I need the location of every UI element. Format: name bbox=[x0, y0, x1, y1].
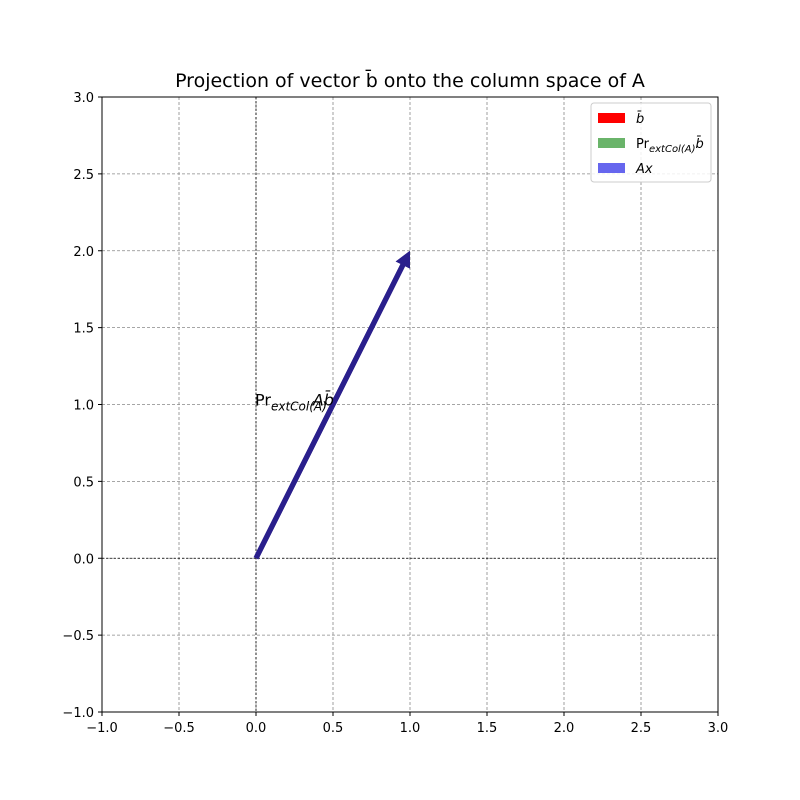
x-tick-label: 1.0 bbox=[400, 721, 421, 736]
x-tick-label: 2.5 bbox=[631, 721, 652, 736]
x-tick-label: 3.0 bbox=[708, 721, 729, 736]
annotation-tail: Ab̄ bbox=[312, 391, 334, 410]
vectors bbox=[253, 250, 410, 560]
x-tick-label: −1.0 bbox=[86, 721, 118, 736]
legend-label-main: Ax bbox=[635, 162, 653, 177]
x-tick-label: 0.5 bbox=[323, 721, 344, 736]
grid bbox=[101, 96, 719, 713]
y-tick-label: 0.0 bbox=[73, 552, 94, 567]
x-tick-label: −0.5 bbox=[163, 721, 195, 736]
legend-label: b̄ bbox=[636, 112, 644, 127]
annotation-main: Pr bbox=[255, 391, 271, 410]
y-tick-label: 3.0 bbox=[73, 91, 94, 106]
legend-label-tail: b̄ bbox=[695, 137, 703, 152]
annotation-label: PrextCol(A)Ab̄ bbox=[255, 391, 334, 414]
y-tick-label: 2.0 bbox=[73, 245, 94, 260]
legend-label-main: Pr bbox=[636, 137, 650, 152]
vector-arrow bbox=[253, 250, 410, 560]
x-tick-label: 2.0 bbox=[554, 721, 575, 736]
y-tick-label: 2.5 bbox=[73, 168, 94, 183]
legend-label-sub: extCol(A) bbox=[649, 144, 696, 155]
legend-swatch bbox=[598, 113, 625, 123]
y-tick-label: 1.0 bbox=[73, 399, 94, 414]
legend-label: Ax bbox=[635, 162, 653, 177]
legend: b̄PrextCol(A)b̄Ax bbox=[590, 102, 712, 183]
legend-label: PrextCol(A)b̄ bbox=[636, 137, 704, 155]
y-tick-label: 0.5 bbox=[73, 475, 94, 490]
legend-swatch bbox=[598, 138, 625, 148]
x-tick-label: 0.0 bbox=[246, 721, 267, 736]
axes: −1.0−1.0 −0.5 −0.5 0.0 0.0 0.5 0.5 1.0 1.0 1.5 1.5… bbox=[62, 91, 728, 736]
y-tick-label: −1.0 bbox=[62, 706, 94, 721]
y-tick-label: 1.5 bbox=[73, 322, 94, 337]
annotation-sub: extCol(A) bbox=[271, 400, 327, 414]
x-tick-label: 1.5 bbox=[477, 721, 498, 736]
y-tick-label: −0.5 bbox=[62, 629, 94, 644]
chart-title: Projection of vector b̄ onto the column … bbox=[175, 68, 645, 92]
annotations: PrextCol(A)Ab̄ bbox=[255, 391, 334, 414]
legend-label-main: b̄ bbox=[636, 112, 644, 127]
legend-swatch bbox=[598, 163, 625, 173]
